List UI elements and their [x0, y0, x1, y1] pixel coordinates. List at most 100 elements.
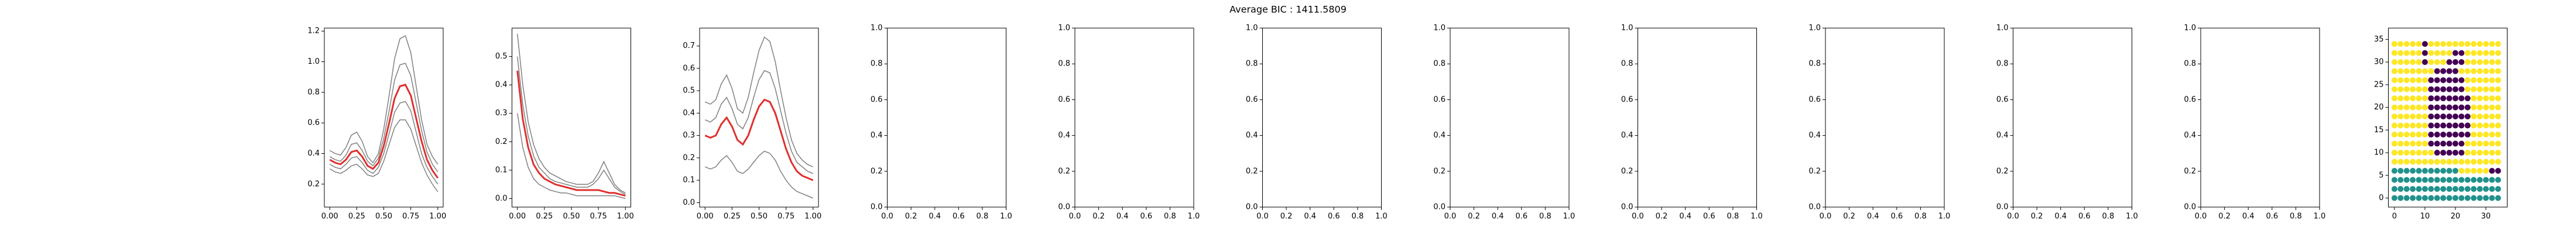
- scatter-point: [2483, 68, 2489, 74]
- scatter-point: [2421, 95, 2428, 102]
- scatter-point: [2440, 122, 2447, 129]
- scatter-point: [2446, 59, 2452, 66]
- scatter-point: [2489, 159, 2495, 165]
- scatter-point: [2421, 195, 2428, 201]
- scatter-point: [2416, 68, 2422, 74]
- scatter-point: [2410, 186, 2416, 192]
- scatter-point: [2428, 159, 2434, 165]
- y-tick-label: 0.0: [1246, 203, 1258, 212]
- axes-frame: [1638, 27, 1757, 208]
- scatter-point: [2403, 186, 2410, 192]
- x-tick-label: 0.4: [1679, 212, 1691, 221]
- scatter-point: [2452, 150, 2459, 156]
- x-tick-label: 0.8: [2102, 212, 2115, 221]
- y-tick-label: 0.6: [1058, 95, 1070, 104]
- scatter-point: [2403, 177, 2410, 183]
- scatter-point: [2434, 68, 2440, 74]
- scatter-point: [2397, 150, 2404, 156]
- y-tick-label: 0.4: [683, 109, 695, 118]
- y-tick-label: 0.4: [1246, 131, 1258, 140]
- x-tick-label: 0.0: [881, 212, 893, 221]
- scatter-point: [2464, 150, 2471, 156]
- x-tick-label: 0.0: [1444, 212, 1457, 221]
- scatter-point: [2421, 186, 2428, 192]
- scatter-point: [2489, 95, 2495, 102]
- scatter-point: [2483, 41, 2489, 47]
- scatter-point: [2495, 41, 2501, 47]
- data-line: [329, 101, 439, 185]
- scatter-point: [2483, 177, 2489, 183]
- y-tick-label: 0.8: [1621, 60, 1633, 68]
- scatter-point: [2421, 41, 2428, 47]
- x-tick-label: 0.6: [1515, 212, 1527, 221]
- x-tick-label: 0.6: [953, 212, 965, 221]
- x-tick-label: 0.2: [1280, 212, 1293, 221]
- scatter-point: [2495, 140, 2501, 147]
- scatter-point: [2397, 132, 2404, 138]
- scatter-point: [2410, 132, 2416, 138]
- x-tick-label: 0.2: [1468, 212, 1480, 221]
- scatter-point: [2440, 150, 2447, 156]
- scatter-point: [2489, 41, 2495, 47]
- scatter-point: [2495, 86, 2501, 92]
- scatter-point: [2410, 159, 2416, 165]
- y-tick-label: 1.0: [2184, 24, 2196, 33]
- scatter-point: [2476, 195, 2483, 201]
- x-tick-label: 0.4: [929, 212, 941, 221]
- x-tick-label: 0.00: [697, 212, 714, 221]
- x-tick-label: 1.0: [1751, 212, 1763, 221]
- scatter-point: [2440, 168, 2447, 174]
- scatter-point: [2421, 168, 2428, 174]
- x-tick-label: 0.8: [1164, 212, 1176, 221]
- scatter-point: [2403, 59, 2410, 66]
- scatter-point: [2416, 50, 2422, 56]
- scatter-point: [2397, 168, 2404, 174]
- scatter-point: [2440, 177, 2447, 183]
- y-tick-label: 0.8: [871, 60, 883, 68]
- y-tick-label: 0.4: [2184, 131, 2196, 140]
- axes-frame: [324, 27, 444, 208]
- y-tick-label: 1.0: [1996, 24, 2009, 33]
- y-tick-label: 0.6: [1996, 95, 2009, 104]
- scatter-point: [2421, 140, 2428, 147]
- scatter-point: [2476, 77, 2483, 84]
- scatter-point: [2410, 168, 2416, 174]
- scatter-point: [2489, 104, 2495, 111]
- scatter-point: [2458, 177, 2465, 183]
- axes-frame: [887, 27, 1006, 208]
- y-tick-label: 0.6: [2184, 95, 2196, 104]
- scatter-point: [2434, 140, 2440, 147]
- scatter-point: [2440, 140, 2447, 147]
- scatter-point: [2416, 122, 2422, 129]
- scatter-point: [2464, 159, 2471, 165]
- scatter-point: [2458, 122, 2465, 129]
- x-tick-label: 0.6: [2266, 212, 2278, 221]
- scatter-point: [2458, 140, 2465, 147]
- y-tick-label: 0.8: [1246, 60, 1258, 68]
- x-tick-label: 0.4: [2054, 212, 2067, 221]
- y-tick-label: 0.4: [871, 131, 883, 140]
- scatter-point: [2434, 113, 2440, 120]
- scatter-point: [2483, 150, 2489, 156]
- scatter-point: [2403, 159, 2410, 165]
- data-line: [516, 70, 626, 197]
- scatter-point: [2416, 77, 2422, 84]
- scatter-point: [2397, 140, 2404, 147]
- x-tick-label: 1.0: [1000, 212, 1012, 221]
- scatter-point: [2434, 132, 2440, 138]
- scatter-point: [2446, 104, 2452, 111]
- scatter-point: [2452, 68, 2459, 74]
- axes-frame: [1450, 27, 1570, 208]
- scatter-point: [2391, 186, 2397, 192]
- axes-frame: [1825, 27, 1945, 208]
- x-tick-label: 0.6: [1140, 212, 1152, 221]
- scatter-point: [2428, 177, 2434, 183]
- x-tick-label: 0.8: [977, 212, 989, 221]
- scatter-point: [2446, 95, 2452, 102]
- scatter-point: [2489, 50, 2495, 56]
- scatter-point: [2464, 195, 2471, 201]
- scatter-point: [2495, 177, 2501, 183]
- y-tick-label: 0.2: [871, 167, 883, 176]
- scatter-point: [2471, 41, 2477, 47]
